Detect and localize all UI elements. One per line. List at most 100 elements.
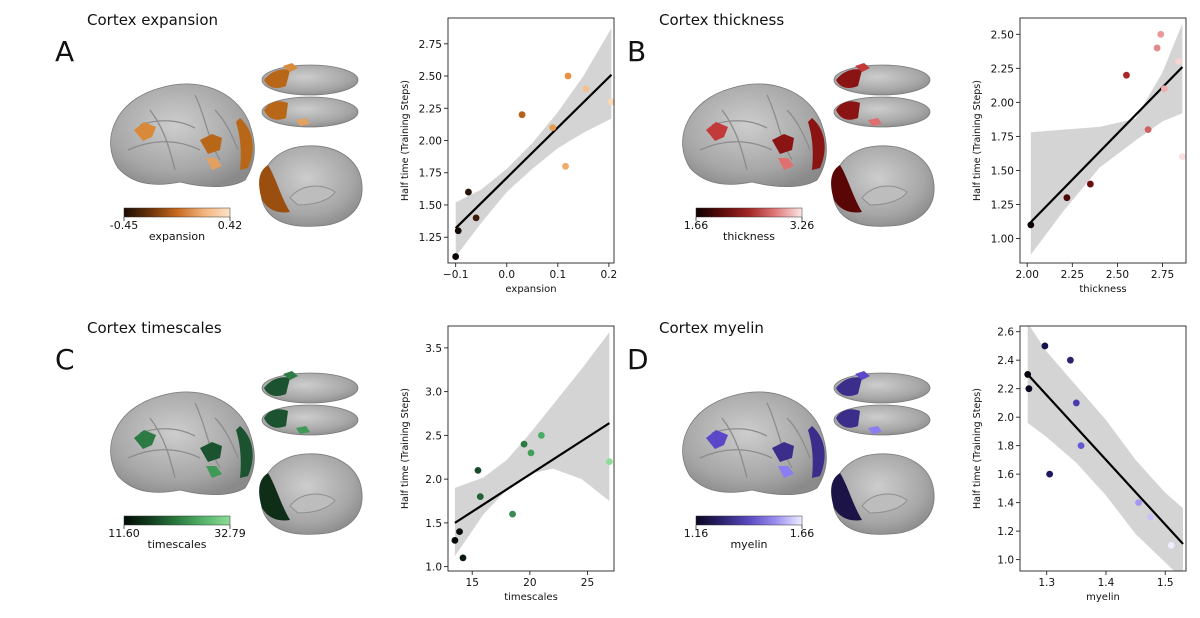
- brain-highlight-region: [206, 466, 222, 478]
- data-point: [1024, 371, 1032, 378]
- y-tick-label: 2.0: [425, 474, 442, 486]
- x-tick-label: 25: [581, 577, 594, 589]
- brain-highlight-region: [259, 165, 290, 213]
- brain-highlight-region: [831, 473, 862, 521]
- brain-highlight-region: [259, 473, 290, 521]
- panel-letter: A: [55, 35, 74, 68]
- y-tick-label: 1.50: [991, 165, 1014, 177]
- brain-lateral-view: [110, 391, 255, 495]
- y-axis-label: Half time (Training Steps): [972, 80, 983, 201]
- brain-sulci: [699, 94, 811, 171]
- brain-highlight-region: [264, 377, 290, 396]
- brain-medial-view: [259, 145, 363, 227]
- data-point: [1123, 71, 1130, 79]
- brain-highlight-region: [808, 118, 825, 170]
- brain-highlight-region: [836, 69, 862, 88]
- colorbar-max-label: 0.42: [218, 219, 243, 232]
- data-point: [459, 554, 467, 562]
- plot-frame: [1019, 325, 1187, 572]
- x-tick-label: 2.25: [1061, 269, 1084, 281]
- y-tick-label: 1.25: [991, 199, 1014, 211]
- data-point: [1077, 442, 1085, 450]
- data-point: [1167, 541, 1175, 549]
- data-point: [1072, 399, 1080, 407]
- brain-highlight-region: [868, 426, 882, 434]
- brain-highlight-region: [778, 158, 794, 170]
- brain-medial-view: [831, 453, 935, 535]
- data-point: [454, 227, 462, 235]
- colorbar-label: timescales: [148, 538, 207, 551]
- regression-line: [454, 73, 613, 229]
- panel-a: Cortex expansion A -0.45 0.42 expansion −0.1 0…: [55, 11, 617, 295]
- y-tick-label: 1.00: [991, 234, 1014, 246]
- colorbar: [123, 515, 231, 526]
- x-tick-label: 1.5: [1157, 577, 1174, 589]
- y-tick-label: 1.25: [419, 232, 442, 244]
- y-tick-label: 3.0: [425, 387, 442, 399]
- y-axis-label: Half time (Training Steps): [400, 80, 411, 201]
- brain-corpus-callosum: [289, 493, 336, 514]
- brain-highlight-region: [134, 122, 156, 141]
- x-tick-label: 2.50: [1106, 269, 1129, 281]
- y-tick-label: 1.2: [997, 526, 1014, 538]
- y-tick-label: 2.25: [991, 63, 1014, 75]
- data-point: [509, 510, 516, 518]
- panel-title: Cortex myelin: [659, 319, 764, 337]
- brain-lateral-view: [682, 83, 827, 187]
- regression-line: [454, 422, 610, 524]
- x-axis-label: expansion: [505, 284, 556, 295]
- data-point: [564, 72, 572, 80]
- y-tick-label: 2.0: [997, 412, 1014, 424]
- brain-highlight-region: [264, 69, 290, 88]
- scatter-plot: 15 20 25 1.0 1.5 2.0 2.5 3.0 3.5 timescales Half t…: [400, 325, 615, 603]
- data-point: [582, 85, 590, 93]
- y-tick-label: 1.0: [425, 562, 442, 574]
- x-tick-label: 2.75: [1151, 269, 1174, 281]
- brain-medial-view: [259, 453, 363, 535]
- plot-frame: [447, 325, 615, 572]
- brain-lateral-surface: [682, 391, 827, 495]
- brain-dorsal-view: [261, 63, 359, 128]
- x-tick-label: 15: [466, 577, 479, 589]
- y-tick-label: 2.00: [991, 97, 1014, 109]
- brain-medial-view: [831, 145, 935, 227]
- data-point: [472, 214, 480, 222]
- data-point: [562, 162, 569, 170]
- brain-highlight-region: [264, 409, 288, 428]
- brain-dorsal-view: [833, 371, 931, 436]
- brain-sulci: [127, 402, 239, 479]
- y-axis-label: Half time (Training Steps): [972, 388, 983, 509]
- brain-highlight-region: [831, 165, 862, 213]
- panel-d: Cortex myelin D 1.16 1.66 myelin 1.3 1.4 1.5 1.0…: [627, 319, 1187, 603]
- y-tick-label: 2.2: [997, 384, 1014, 396]
- scatter-plot: 1.3 1.4 1.5 1.0 1.2 1.4 1.6 1.8 2.0 2.2 2.4 2.6 myel…: [972, 325, 1187, 603]
- data-point: [1135, 499, 1142, 507]
- brain-lateral-surface: [110, 83, 255, 187]
- y-tick-label: 1.75: [419, 168, 442, 180]
- x-tick-label: 0.0: [498, 269, 515, 281]
- x-tick-label: 20: [523, 577, 536, 589]
- brain-lateral-view: [682, 391, 827, 495]
- y-tick-label: 2.75: [419, 39, 442, 51]
- x-tick-label: −0.1: [443, 269, 469, 281]
- data-point: [608, 98, 615, 106]
- brain-dorsal-view: [833, 63, 931, 128]
- y-tick-label: 2.25: [419, 103, 442, 115]
- brain-highlight-region: [200, 134, 222, 154]
- data-point: [537, 431, 545, 439]
- x-axis-label: thickness: [1079, 284, 1126, 295]
- brain-highlight-region: [836, 377, 862, 396]
- brain-highlight-region: [283, 371, 298, 380]
- brain-highlight-region: [778, 466, 794, 478]
- brain-highlight-region: [772, 442, 794, 462]
- data-point: [1157, 30, 1165, 38]
- brain-corpus-callosum: [289, 185, 336, 206]
- colorbar-max-label: 32.79: [214, 527, 246, 540]
- brain-highlight-region: [772, 134, 794, 154]
- colorbar: [123, 207, 231, 218]
- brain-highlight-region: [200, 442, 222, 462]
- colorbar-min-label: 1.16: [684, 527, 709, 540]
- panel-letter: D: [627, 343, 649, 376]
- data-point: [605, 458, 613, 466]
